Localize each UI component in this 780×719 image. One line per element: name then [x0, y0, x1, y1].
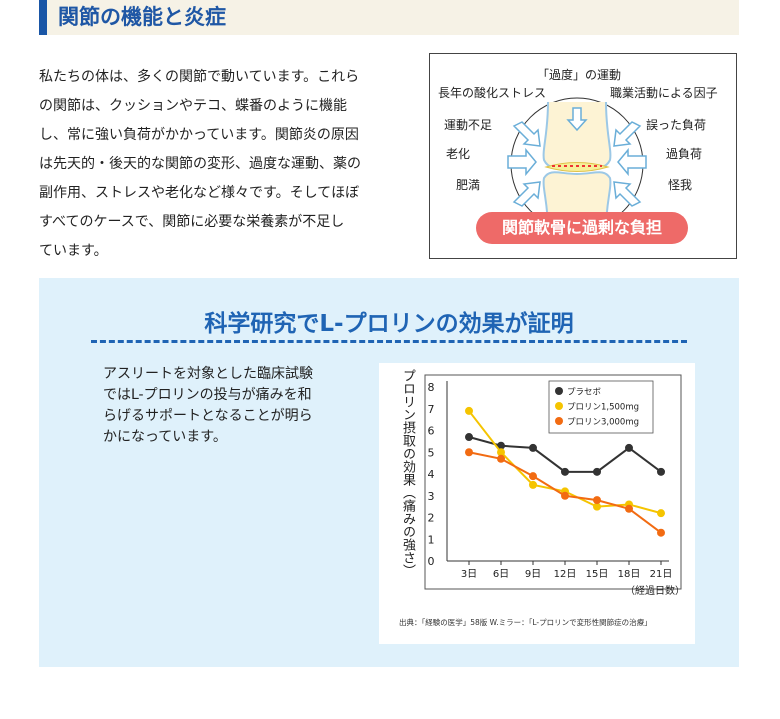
legend-label: プラセボ	[567, 388, 602, 398]
y-tick-label: 5	[428, 446, 435, 459]
intro-line: は先天的・後天的な関節の変形、過度な運動、薬の	[39, 156, 361, 172]
joint-burden-diagram: 「過度」の運動 長年の酸化ストレス 職業活動による因子 運動不足 老化 肥満 誤…	[429, 53, 737, 259]
y-tick-label: 8	[428, 381, 435, 394]
y-tick-label: 4	[428, 468, 435, 481]
x-tick-label: 15日	[586, 569, 609, 580]
intro-line: 私たちの体は、多くの関節で動いています。これら	[39, 69, 360, 85]
section-header	[39, 0, 739, 35]
factor-label: 老化	[446, 147, 471, 161]
data-point	[657, 528, 665, 537]
legend-label: プロリン1,500mg	[567, 403, 639, 413]
y-tick-label: 0	[428, 555, 435, 568]
data-point	[593, 502, 601, 511]
data-point	[497, 448, 505, 457]
pain-chart: 0 1 2 3 4 5 6 7 8 3日 6日 9日 12日 15日 18日 21日 （経過日数） プラセボプロリ…	[424, 374, 685, 597]
factor-label: 誤った負荷	[646, 118, 707, 132]
y-axis-label: プロリン摂取の効果（痛みの強さ）	[400, 369, 415, 577]
factor-label: 長年の酸化ストレス	[438, 86, 547, 100]
legend-box	[548, 380, 654, 434]
factor-label: 肥満	[456, 178, 481, 192]
intro-line: し、常に強い負荷がかかっています。関節炎の原因	[39, 127, 359, 143]
research-line: ではL-プロリンの投与が痛みを和	[103, 387, 312, 403]
research-line: アスリートを対象とした臨床試験	[103, 366, 313, 382]
legend-marker	[555, 417, 563, 425]
y-tick-label: 2	[428, 512, 435, 525]
legend-label: プロリン3,000mg	[567, 418, 639, 428]
data-point	[497, 454, 505, 463]
research-line: らげるサポートとなることが明ら	[103, 408, 313, 424]
chart-panel: プロリン摂取の効果（痛みの強さ） 0 1 2 3 4 5 6 7 8 3日 6日 9日 12日 15日 18…	[379, 363, 695, 644]
y-tick-label: 7	[428, 403, 435, 416]
data-point	[657, 509, 665, 518]
research-text: アスリートを対象とした臨床試験 ではL-プロリンの投与が痛みを和 らげるサポート…	[103, 364, 343, 448]
burden-badge: 関節軟骨に過剰な負担	[476, 212, 688, 244]
factor-label: 怪我	[668, 178, 693, 192]
intro-line: ています。	[39, 243, 108, 259]
data-point	[529, 443, 537, 452]
factor-label: 職業活動による因子	[610, 86, 718, 100]
research-title: 科学研究でL-プロリンの効果が証明	[204, 311, 574, 337]
legend-marker	[555, 387, 563, 395]
data-point	[657, 467, 665, 476]
x-axis-label: （経過日数）	[625, 584, 685, 597]
y-tick-label: 6	[428, 425, 435, 438]
data-point	[625, 504, 633, 513]
data-point	[465, 433, 473, 442]
factor-label: 過負荷	[666, 147, 703, 161]
source-citation: 出典：「経験の医学」58版 W.ミラー：「L-プロリンで変形性関節症の治療」	[399, 618, 652, 627]
intro-text: 私たちの体は、多くの関節で動いています。これら の関節は、クッションやテコ、蝶番…	[39, 63, 401, 266]
intro-line: すべてのケースで、関節に必要な栄養素が不足し	[39, 214, 345, 230]
data-point	[529, 480, 537, 489]
factor-label: 「過度」の運動	[537, 68, 622, 82]
x-tick-label: 18日	[618, 569, 641, 580]
data-point	[561, 467, 569, 476]
page-title: 関節の機能と炎症	[58, 5, 226, 29]
dashed-divider	[91, 340, 687, 343]
intro-line: の関節は、クッションやテコ、蝶番のように機能	[39, 98, 347, 114]
y-tick-label: 1	[428, 533, 435, 546]
legend-marker	[555, 402, 563, 410]
research-line: かになっています。	[103, 429, 227, 445]
data-point	[465, 406, 473, 415]
x-tick-label: 6日	[493, 569, 509, 580]
x-tick-label: 12日	[554, 569, 577, 580]
data-point	[593, 496, 601, 505]
data-point	[625, 443, 633, 452]
research-section: 科学研究でL-プロリンの効果が証明 アスリートを対象とした臨床試験 ではL-プロ…	[39, 278, 739, 667]
header-accent-bar	[39, 0, 47, 35]
data-point	[497, 441, 505, 450]
data-point	[561, 491, 569, 500]
intro-line: 副作用、ストレスや老化など様々です。そしてほぼ	[39, 185, 360, 201]
x-tick-label: 3日	[461, 569, 477, 580]
data-point	[465, 448, 473, 457]
x-tick-label: 21日	[650, 569, 673, 580]
y-tick-label: 3	[428, 490, 435, 503]
x-tick-label: 9日	[525, 569, 541, 580]
data-point	[529, 472, 537, 481]
data-point	[593, 467, 601, 476]
factor-label: 運動不足	[444, 118, 493, 132]
